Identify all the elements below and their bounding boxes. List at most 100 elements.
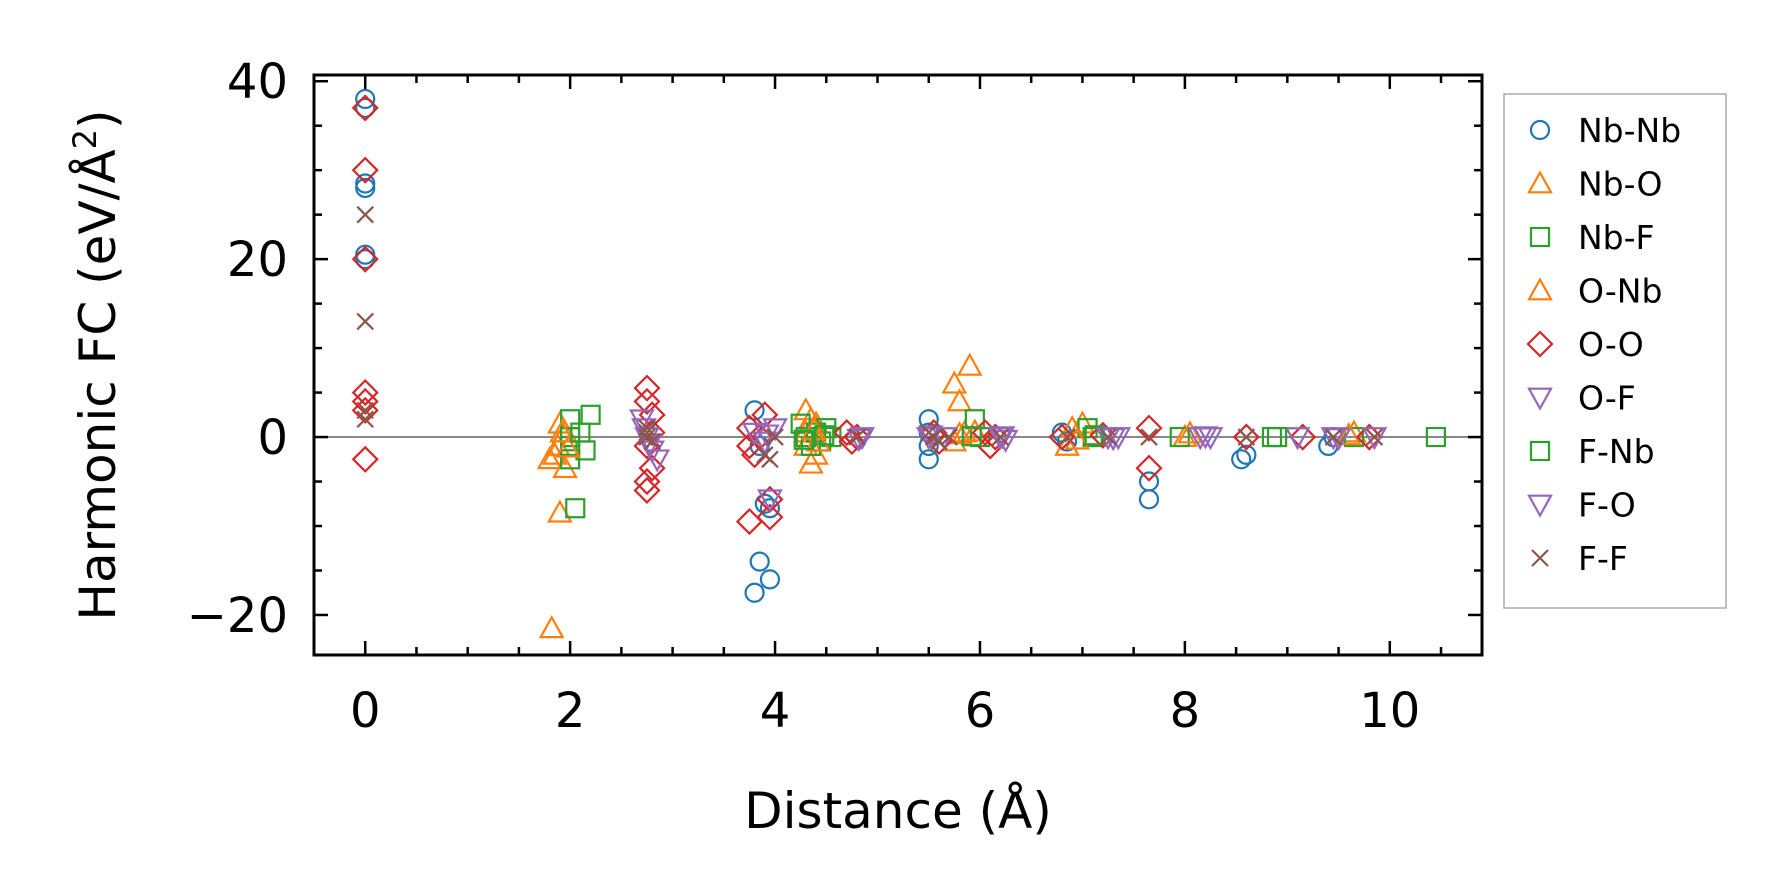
data-point xyxy=(1266,426,1288,448)
data-point xyxy=(961,426,982,447)
data-point xyxy=(633,467,661,496)
x-tick-label: 8 xyxy=(1170,683,1201,739)
y-axis-label-main: Harmonic FC (eV/Å xyxy=(69,149,127,620)
legend-item: Nb-F xyxy=(1529,218,1655,257)
data-point xyxy=(1169,426,1190,448)
legend-box xyxy=(1503,93,1727,609)
data-point xyxy=(565,498,586,519)
data-point xyxy=(355,177,376,199)
series-o-o xyxy=(351,94,1383,536)
legend-marker xyxy=(1527,494,1553,518)
plot-frame xyxy=(312,73,1484,657)
data-point xyxy=(930,432,948,451)
data-point xyxy=(940,428,959,446)
legend-item: Nb-Nb xyxy=(1529,111,1681,150)
data-point xyxy=(735,508,763,536)
data-point xyxy=(1192,426,1219,450)
data-point xyxy=(356,205,375,224)
data-point xyxy=(1289,423,1317,451)
legend-item: O-Nb xyxy=(1527,272,1662,311)
data-point xyxy=(633,387,661,416)
data-point xyxy=(803,441,829,465)
data-point xyxy=(1324,428,1343,446)
x-tick-label: 2 xyxy=(555,683,586,739)
data-point xyxy=(762,418,788,442)
series-f-f xyxy=(356,205,1384,469)
data-point xyxy=(1135,414,1163,442)
legend-item: F-O xyxy=(1527,486,1636,525)
data-point xyxy=(1231,449,1252,470)
legend-marker xyxy=(1529,440,1551,462)
legend-label: O-O xyxy=(1578,325,1644,364)
legend-item: F-F xyxy=(1531,539,1628,578)
legend-item: F-Nb xyxy=(1529,432,1655,471)
y-axis-label-superscript: 2 xyxy=(66,129,104,149)
data-point xyxy=(1069,410,1096,434)
data-point xyxy=(555,434,581,458)
legend-marker xyxy=(1529,119,1551,141)
data-point xyxy=(355,88,376,110)
data-point xyxy=(757,489,783,513)
x-tick-label: 6 xyxy=(965,683,996,739)
data-point xyxy=(351,94,379,122)
data-point xyxy=(356,401,375,420)
data-point xyxy=(761,450,779,469)
tick-marks-layer xyxy=(312,75,1482,655)
data-point xyxy=(1237,428,1256,446)
legend-label: F-O xyxy=(1578,486,1636,525)
data-point xyxy=(638,423,656,442)
data-point xyxy=(814,425,835,446)
legend-label: Nb-O xyxy=(1578,165,1662,204)
data-point xyxy=(918,435,939,457)
data-point xyxy=(956,352,983,376)
data-point xyxy=(644,449,671,473)
x-tick-label: 0 xyxy=(350,683,381,739)
series-nb-o xyxy=(536,352,1367,639)
data-point xyxy=(1232,423,1260,451)
data-point xyxy=(1325,428,1352,452)
data-point xyxy=(356,410,375,429)
data-point xyxy=(1089,421,1117,449)
data-point xyxy=(918,449,939,470)
data-point xyxy=(925,427,953,456)
data-point xyxy=(1365,428,1384,446)
data-point xyxy=(744,400,765,421)
x-tick-label: 10 xyxy=(1359,683,1420,739)
data-point xyxy=(1361,427,1388,451)
data-point xyxy=(1100,428,1127,452)
legend-marker xyxy=(1527,170,1553,194)
data-point xyxy=(1140,428,1158,446)
x-tick-label: 4 xyxy=(760,683,791,739)
data-point xyxy=(1138,489,1160,510)
legend-label: O-F xyxy=(1578,379,1636,418)
data-point xyxy=(1335,422,1362,446)
data-point xyxy=(580,404,601,425)
data-point xyxy=(1056,431,1078,452)
data-point xyxy=(793,429,814,450)
legend-label: F-F xyxy=(1578,539,1628,578)
legend-item: Nb-O xyxy=(1527,165,1662,204)
legend-label: F-Nb xyxy=(1578,432,1655,471)
data-point xyxy=(351,396,379,424)
series-nb-nb xyxy=(355,88,1344,603)
series-nb-f xyxy=(560,404,1446,519)
data-point xyxy=(991,428,1010,446)
data-point xyxy=(1054,432,1080,456)
data-point xyxy=(536,446,563,470)
data-point xyxy=(643,432,661,451)
data-point xyxy=(1058,428,1076,446)
data-point xyxy=(355,97,376,119)
data-point xyxy=(941,370,968,394)
data-point xyxy=(756,503,784,531)
data-point xyxy=(744,582,765,603)
data-point xyxy=(355,249,376,270)
y-tick-label: 20 xyxy=(227,232,288,288)
y-axis-label-close: ) xyxy=(69,109,127,129)
data-point xyxy=(538,615,565,639)
data-point xyxy=(766,428,784,446)
data-point xyxy=(989,426,1016,450)
data-point xyxy=(351,156,379,184)
data-point xyxy=(800,435,822,457)
data-point xyxy=(351,245,379,273)
